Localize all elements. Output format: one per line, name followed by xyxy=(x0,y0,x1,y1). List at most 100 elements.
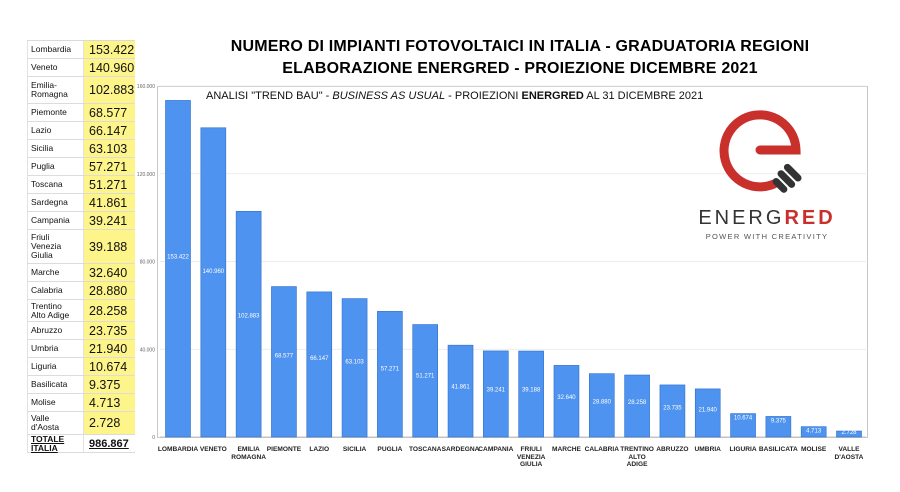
bar xyxy=(341,298,368,438)
region-value: 153.422 xyxy=(84,41,135,58)
x-category-label: MOLISE xyxy=(801,446,827,453)
bar-value-label: 28.258 xyxy=(628,400,647,406)
region-value: 28.880 xyxy=(84,282,135,299)
y-tick-label: 0 xyxy=(152,435,155,441)
bar-value-label: 51.271 xyxy=(416,373,435,379)
table-row: Friuli Venezia Giulia 39.188 xyxy=(27,230,135,264)
x-category-label: LIGURIA xyxy=(729,446,757,453)
bar xyxy=(800,426,827,438)
table-row: Abruzzo 23.735 xyxy=(27,322,135,340)
region-name: Toscana xyxy=(27,176,84,193)
region-name: Emilia- Romagna xyxy=(27,77,84,103)
bar-value-label: 21.940 xyxy=(699,407,718,413)
bar xyxy=(271,286,297,438)
total-value: 986.867 xyxy=(84,435,135,452)
table-row: Lombardia 153.422 xyxy=(27,41,135,59)
region-value: 51.271 xyxy=(84,176,135,193)
region-value: 39.241 xyxy=(84,212,135,229)
x-category-label: CAMPANIA xyxy=(478,446,514,453)
bar-value-label: 41.861 xyxy=(451,384,470,390)
x-category-label: PIEMONTE xyxy=(266,446,302,453)
table-row: Valle d'Aosta 2.728 xyxy=(27,412,135,435)
bar-value-label: 23.735 xyxy=(663,405,682,411)
subtitle-part2: BUSINESS AS USUAL xyxy=(332,90,446,102)
bar-value-label: 9.375 xyxy=(771,418,787,424)
bar xyxy=(518,350,544,438)
x-category-label: BASILICATA xyxy=(758,446,798,453)
bar xyxy=(765,416,792,438)
bar-value-label: 39.188 xyxy=(522,387,541,393)
table-row: Lazio 66.147 xyxy=(27,122,135,140)
region-name: Umbria xyxy=(27,340,84,357)
table-row: Sardegna 41.861 xyxy=(27,194,135,212)
x-category-label: MARCHE xyxy=(551,446,581,453)
bar-value-label: 57.271 xyxy=(381,366,400,372)
region-name: Calabria xyxy=(27,282,84,299)
x-category-label: SICILIA xyxy=(342,446,367,453)
region-name: Friuli Venezia Giulia xyxy=(27,230,84,263)
region-value: 23.735 xyxy=(84,322,135,339)
bar xyxy=(836,430,862,438)
chart-title-line1: NUMERO DI IMPIANTI FOTOVOLTAICI IN ITALI… xyxy=(230,38,810,55)
region-name: Piemonte xyxy=(27,104,84,121)
region-name: Campania xyxy=(27,212,84,229)
region-value: 2.728 xyxy=(84,412,135,434)
table-total-row: TOTALE ITALIA 986.867 xyxy=(27,434,135,453)
bar xyxy=(694,388,721,438)
bar xyxy=(624,374,650,438)
region-name: Abruzzo xyxy=(27,322,84,339)
region-name: Basilicata xyxy=(27,376,84,393)
bar-value-label: 68.577 xyxy=(275,353,294,359)
subtitle-part5: AL 31 DICEMBRE 2021 xyxy=(583,90,704,102)
region-name: Veneto xyxy=(27,59,84,76)
logo-word-part1: ENERG xyxy=(698,207,785,229)
x-category-label: UMBRIA xyxy=(694,446,721,453)
logo-word-part2: RED xyxy=(784,207,836,229)
table-row: Trentino Alto Adige 28.258 xyxy=(27,300,135,322)
table-row: Basilicata 9.375 xyxy=(27,376,135,394)
region-name: Sicilia xyxy=(27,140,84,157)
x-category-label: ABRUZZO xyxy=(656,446,689,453)
x-category-label: TOSCANA xyxy=(408,446,442,453)
region-name: Sardegna xyxy=(27,194,84,211)
y-tick-label: 160.000 xyxy=(137,84,155,90)
total-label: TOTALE ITALIA xyxy=(27,434,84,452)
region-name: Molise xyxy=(27,394,84,411)
bar-value-label: 2.728 xyxy=(841,430,857,436)
bar-value-label: 63.103 xyxy=(345,360,364,366)
table-row: Marche 32.640 xyxy=(27,264,135,282)
table-row: Liguria 10.674 xyxy=(27,358,135,376)
y-tick-label: 80.000 xyxy=(140,260,156,266)
x-category-label: TRENTINO ALTO ADIGE xyxy=(620,446,654,469)
table-row: Toscana 51.271 xyxy=(27,176,135,194)
bar xyxy=(659,384,686,438)
x-category-label: CALABRIA xyxy=(584,446,619,453)
region-value: 32.640 xyxy=(84,264,135,281)
bar-value-label: 32.640 xyxy=(557,395,576,401)
bar xyxy=(306,291,333,438)
bar-value-label: 4.713 xyxy=(806,429,822,435)
x-category-label: LAZIO xyxy=(309,446,330,453)
region-name: Lazio xyxy=(27,122,84,139)
bar xyxy=(377,311,403,438)
region-value: 63.103 xyxy=(84,140,135,157)
y-tick-label: 40.000 xyxy=(140,347,156,353)
chart-title-line2: ELABORAZIONE ENERGRED - PROIEZIONE DICEM… xyxy=(282,60,758,77)
table-row: Campania 39.241 xyxy=(27,212,135,230)
x-category-label: LOMBARDIA xyxy=(157,446,199,453)
region-value: 28.258 xyxy=(84,300,135,321)
bar xyxy=(235,211,262,438)
bar xyxy=(165,100,191,438)
table-row: Veneto 140.960 xyxy=(27,59,135,77)
chart-subtitle: ANALISI "TREND BAU" - BUSINESS AS USUAL … xyxy=(206,90,703,102)
bar-value-label: 153.422 xyxy=(167,255,189,261)
bar xyxy=(447,344,474,438)
x-category-label: EMILIA ROMAGNA xyxy=(231,446,267,461)
subtitle-part3: - PROIEZIONI xyxy=(445,90,522,102)
table-row: Umbria 21.940 xyxy=(27,340,135,358)
bar xyxy=(200,127,227,438)
table-row: Molise 4.713 xyxy=(27,394,135,412)
bar xyxy=(730,413,756,438)
y-tick-label: 120.000 xyxy=(137,172,155,178)
